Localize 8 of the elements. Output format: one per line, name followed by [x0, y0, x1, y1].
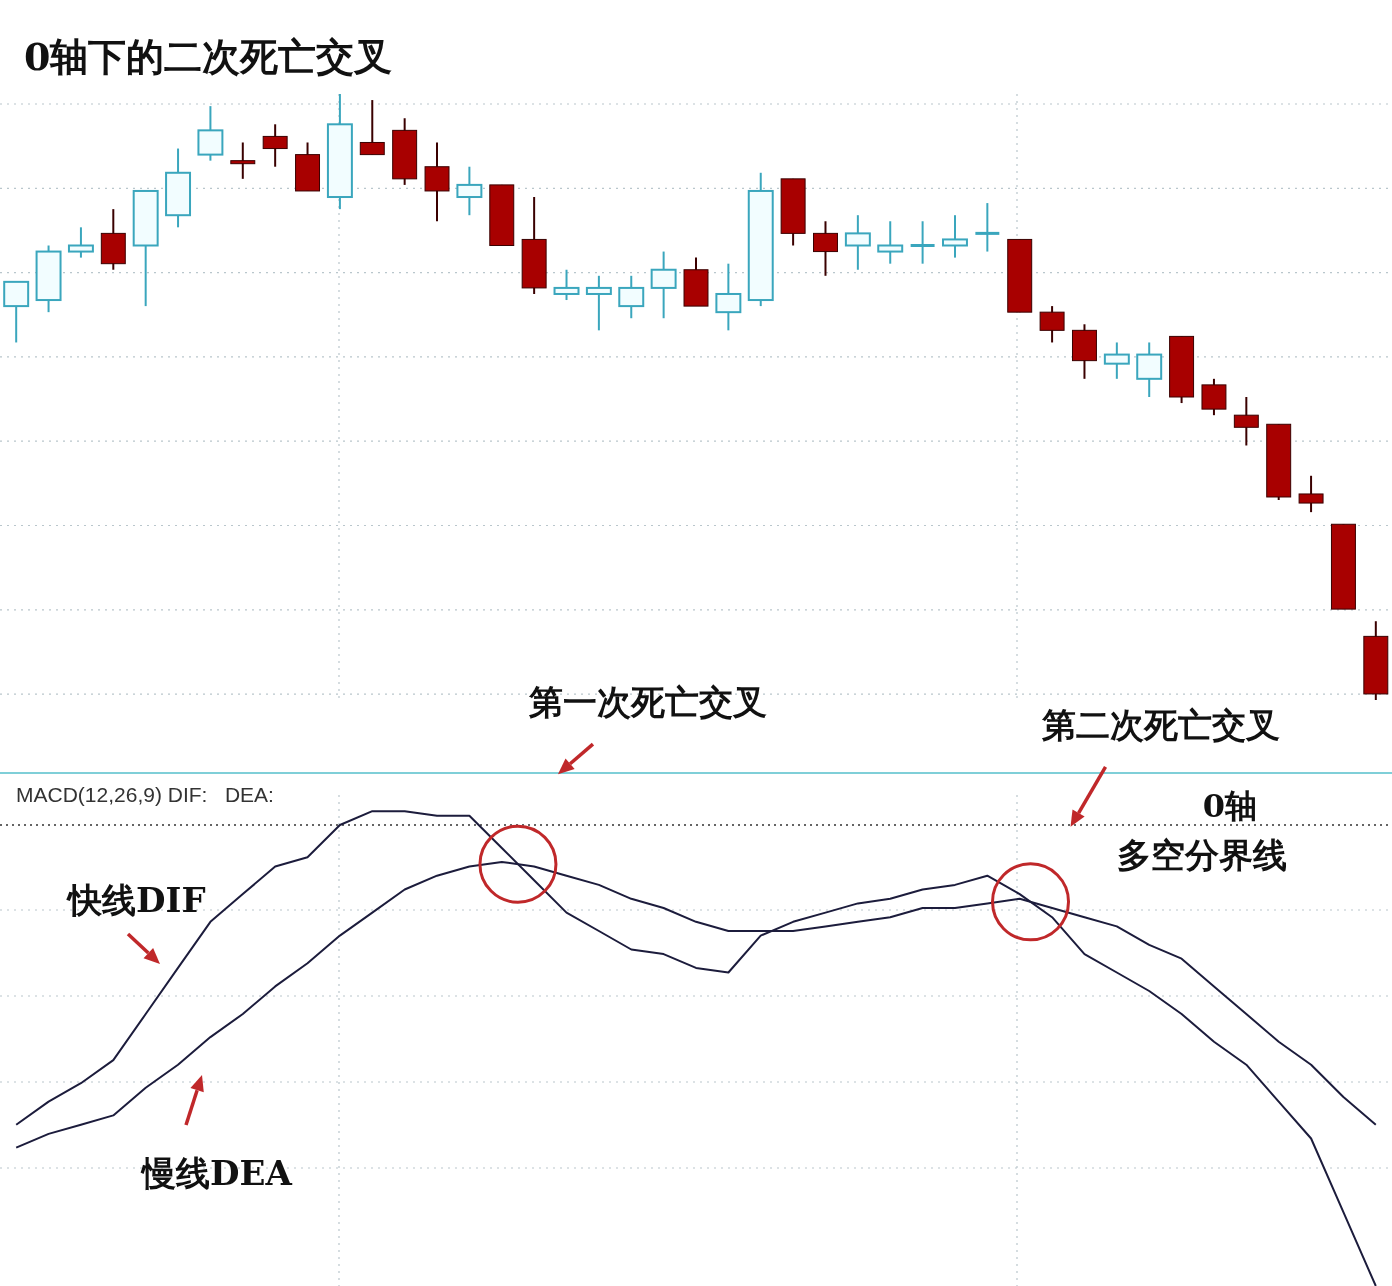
annotation: 多空分界线: [1117, 835, 1287, 875]
text: 第二次死亡交叉: [1040, 704, 1280, 745]
series-label: 慢线DEA: [140, 1153, 293, 1193]
annotation: 第一次死亡交叉: [527, 682, 767, 723]
chart-title: 0轴下的二次死亡交叉: [24, 34, 393, 79]
chart-title: MACD(12,26,9) DIF: DEA:: [16, 783, 274, 806]
ref-line-label: 0轴: [1202, 787, 1258, 825]
series-label: 快线DIF: [66, 880, 206, 920]
